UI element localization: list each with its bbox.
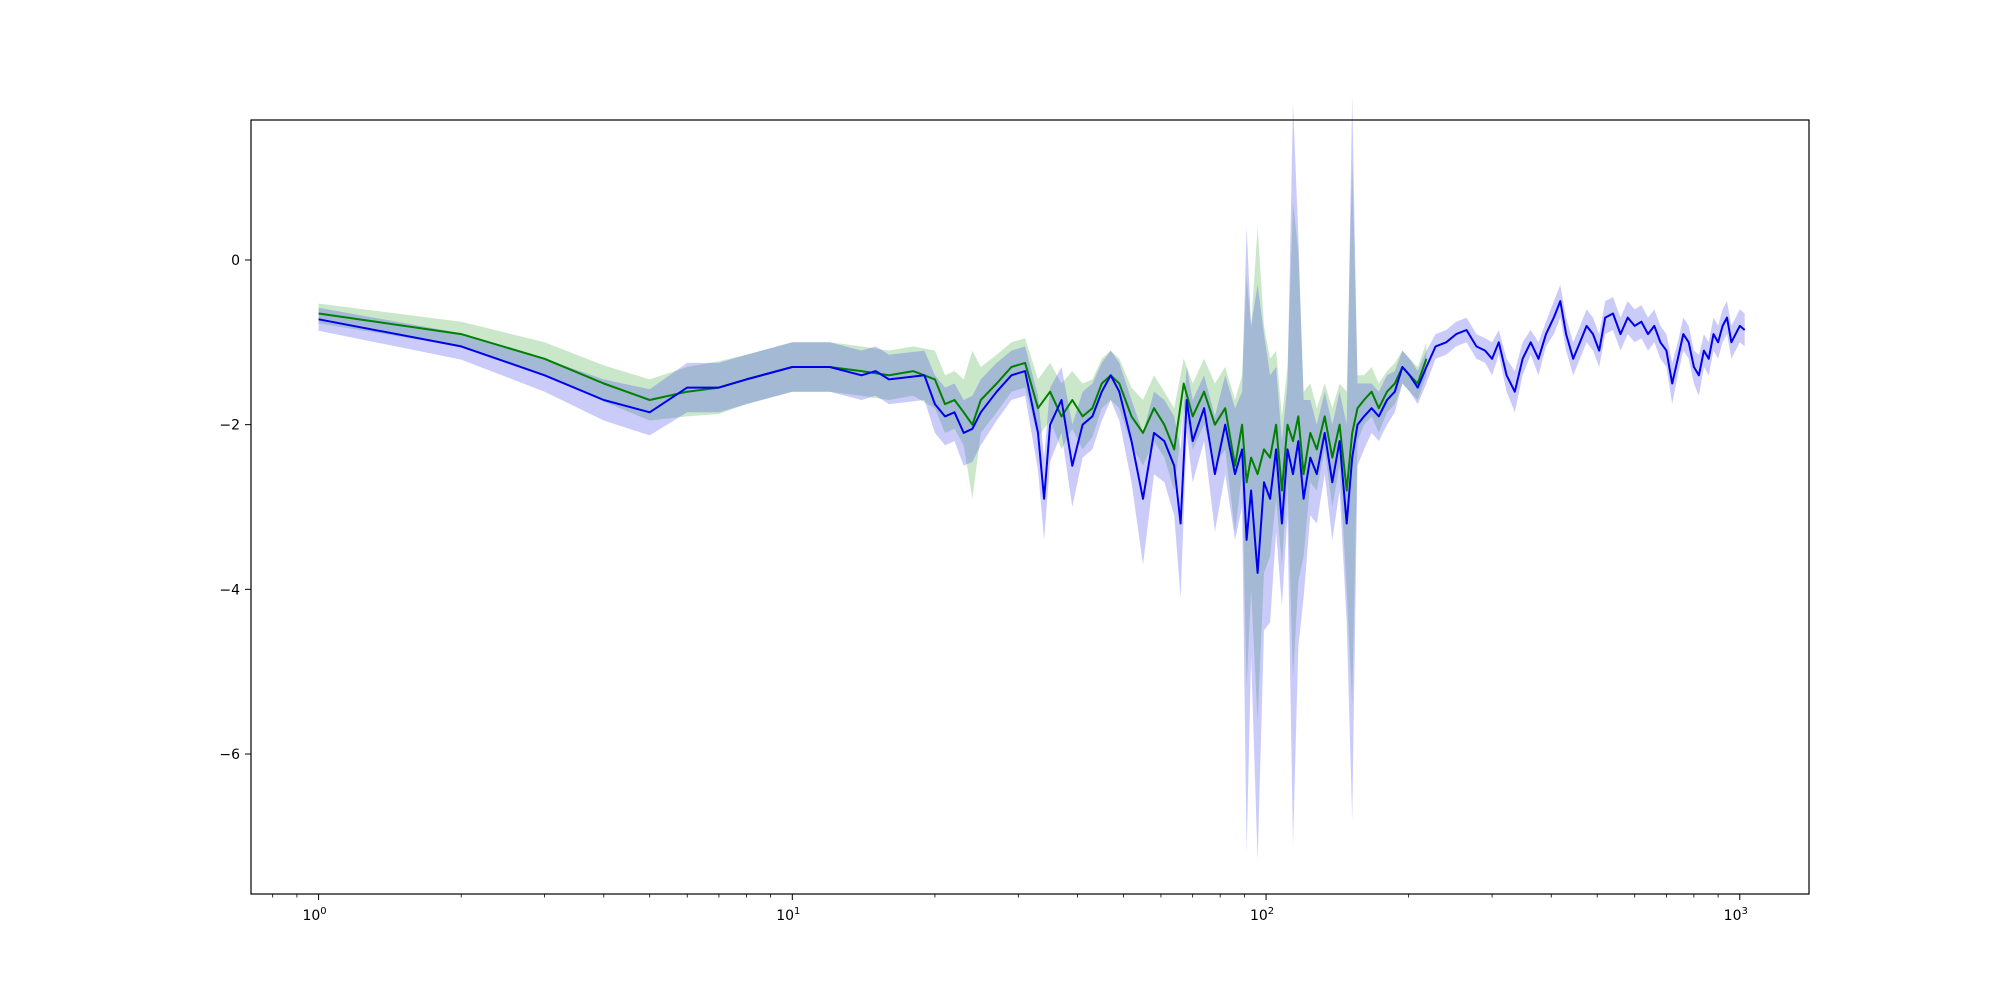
y-tick-label: −6 bbox=[219, 747, 240, 763]
series-2-line bbox=[318, 300, 1746, 574]
series-1-line bbox=[318, 312, 1428, 492]
plot-layer bbox=[318, 95, 1746, 862]
y-tick-label: −4 bbox=[219, 582, 240, 598]
y-tick-label: −2 bbox=[219, 418, 240, 434]
plot-frame bbox=[250, 119, 1810, 895]
y-tick-label: 0 bbox=[231, 253, 240, 269]
